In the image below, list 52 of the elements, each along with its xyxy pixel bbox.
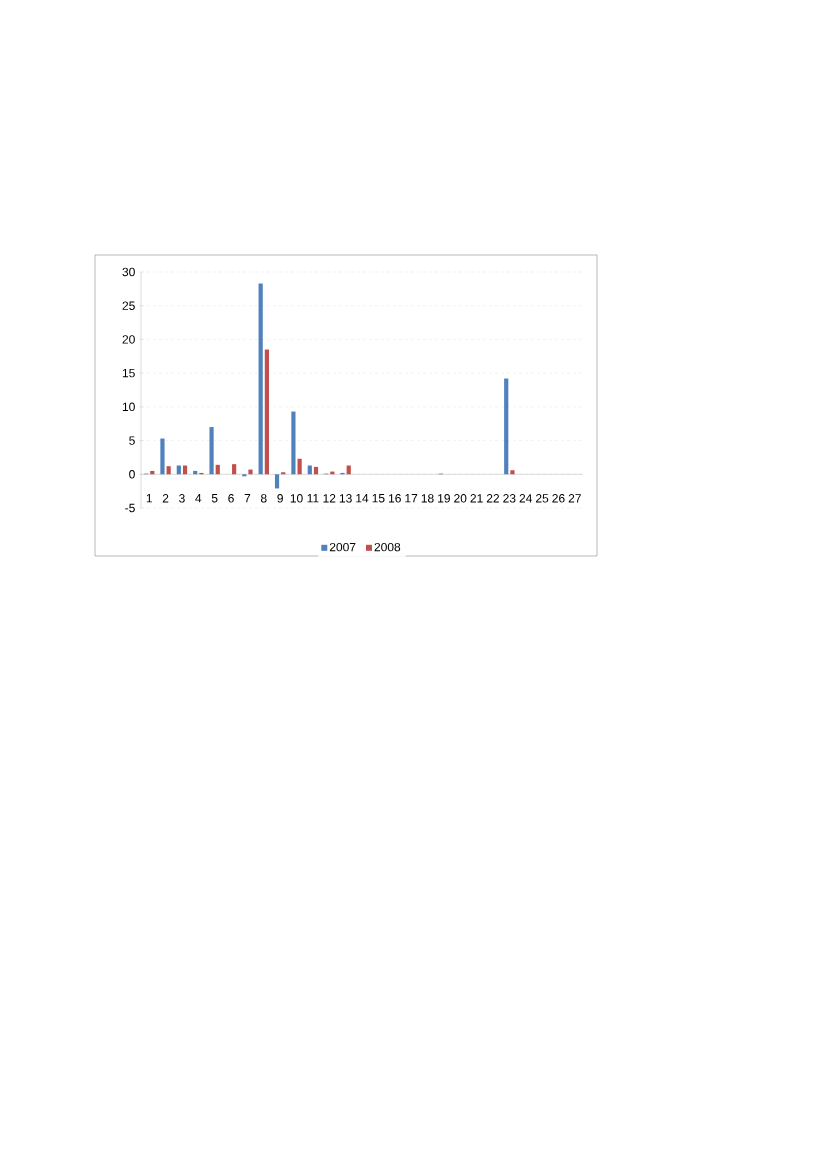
bar [209,427,214,475]
x-tick-label: 8 [260,494,267,503]
y-tick-label: 10 [122,402,135,412]
x-tick-label: 4 [195,494,202,503]
x-tick-label: 10 [290,494,303,503]
bar [313,466,319,475]
bar [291,411,296,475]
x-tick-label: 9 [277,494,283,503]
x-tick-label: 18 [421,494,434,503]
y-tick-label: 15 [122,368,135,378]
x-tick-label: 23 [503,494,516,503]
bar [160,438,165,475]
bar [258,283,263,475]
bar [166,466,171,475]
x-tick-label: 13 [339,494,352,503]
x-tick-label: 1 [146,494,152,503]
x-tick-label: 16 [388,494,401,503]
x-tick-label: 14 [356,494,369,503]
x-tick-label: 17 [405,494,418,503]
x-tick-label: 19 [438,494,450,503]
y-tick-label: 20 [122,335,135,344]
x-tick-label: 22 [486,494,500,503]
x-tick-label: 2 [162,494,169,503]
y-tick-label: 0 [129,470,135,479]
bar [232,464,237,475]
bar [274,474,280,489]
bar [248,469,253,475]
x-tick-label: 21 [470,494,483,503]
x-tick-label: 15 [372,494,385,503]
x-tick-label: 5 [211,494,218,503]
x-tick-label: 24 [519,494,533,503]
y-tick-label: 25 [122,301,135,310]
x-tick-label: 12 [323,494,336,503]
x-tick-label: 26 [552,494,565,503]
legend-label: 2007 [329,542,356,552]
x-tick-label: 3 [179,494,185,503]
x-tick-label: 20 [454,494,467,503]
x-tick-label: 11 [307,494,319,503]
bar [297,458,302,475]
x-tick-label: 27 [568,494,581,503]
bar [215,464,220,475]
x-tick-label: 25 [535,494,549,503]
x-tick-label: 6 [228,494,234,503]
bar [264,349,269,475]
bar [510,470,515,475]
x-tick-label: 7 [244,494,251,503]
y-tick-label: 5 [129,436,135,445]
legend-label: 2008 [374,542,401,552]
y-tick-label: -5 [125,503,135,513]
y-tick-label: 30 [122,267,135,277]
bar [504,378,509,475]
bar [242,474,247,477]
